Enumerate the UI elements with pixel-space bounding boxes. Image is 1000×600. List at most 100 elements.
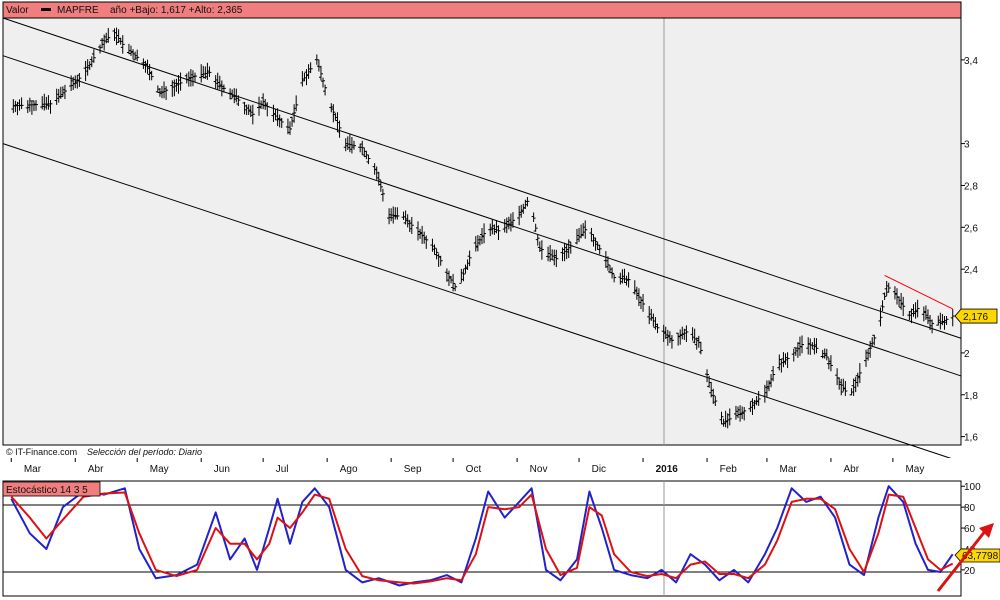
price-bar	[711, 388, 716, 404]
price-bar	[467, 250, 472, 267]
price-bar	[250, 104, 255, 125]
price-header-bar	[2, 1, 962, 19]
price-bar	[287, 121, 292, 135]
price-bar	[593, 237, 598, 251]
price-bar	[308, 62, 313, 74]
price-bar	[351, 140, 356, 150]
price-bar	[482, 223, 487, 244]
price-bar	[880, 300, 885, 312]
price-bar	[930, 319, 935, 334]
oscillator-y-tick-label: 60	[964, 524, 976, 535]
month-axis: Mar Abr May Jun Jul Ago Sep Oct Nov Dic 2016 Feb Mar…	[3, 458, 961, 476]
price-bar	[539, 240, 544, 260]
price-bar	[535, 234, 540, 246]
price-bar	[684, 325, 689, 343]
price-y-tick-label: 3	[964, 140, 970, 151]
price-bar	[756, 391, 761, 406]
price-bar	[533, 223, 538, 232]
month-label: Jul	[276, 464, 289, 475]
price-bar	[655, 323, 660, 334]
price-bar	[583, 220, 588, 239]
month-label: Nov	[530, 464, 548, 475]
price-bar	[294, 95, 299, 112]
price-bar	[331, 104, 336, 123]
price-y-tick-label: 2,6	[964, 223, 978, 234]
price-bar	[178, 72, 183, 91]
price-header: Valor MAPFRE año +Bajo: 1,617 +Alto: 2,3…	[2, 1, 962, 19]
price-bar	[135, 49, 140, 62]
channel-line	[2, 17, 962, 339]
price-y-tick-label: 2	[964, 349, 970, 360]
channel-line	[2, 55, 962, 377]
month-label: 2016	[656, 464, 679, 475]
price-bar	[395, 207, 400, 220]
price-bar	[605, 256, 610, 271]
month-label: Sep	[404, 464, 422, 475]
price-bar	[597, 244, 602, 255]
price-bar	[669, 335, 674, 349]
price-bar	[872, 334, 877, 346]
price-bar	[510, 212, 515, 228]
oscillator-last-value: 63,7798	[962, 551, 999, 562]
price-bar	[882, 292, 887, 300]
price-bar	[886, 282, 891, 293]
price-bar	[828, 355, 833, 372]
price-bar	[323, 84, 328, 96]
oscillator-y-tick-label: 100	[964, 482, 981, 493]
month-axis-band	[3, 458, 961, 476]
price-bar	[337, 120, 342, 138]
price-bar	[461, 269, 466, 282]
oscillator-title: Estocástico 14 3 5	[6, 485, 88, 496]
month-label: Jun	[214, 464, 230, 475]
price-y-tick-label: 3,4	[964, 56, 978, 67]
price-bar	[531, 212, 536, 223]
month-label: Oct	[466, 464, 482, 475]
channel-lines	[2, 17, 962, 463]
price-bar	[451, 273, 456, 292]
price-bar	[727, 408, 732, 426]
price-bar	[48, 100, 53, 114]
oscillator-title-box	[2, 481, 101, 497]
price-bar	[814, 338, 819, 354]
price-bar	[19, 97, 24, 110]
price-bar	[91, 49, 96, 63]
price-bar	[950, 309, 955, 327]
price-bar	[366, 154, 371, 165]
oscillator-panel: Estocástico 14 3 5 10080604020 63,7798	[2, 480, 1000, 597]
month-ticks: Mar Abr May Jun Jul Ago Sep Oct Nov Dic 2016 Feb Mar…	[10, 458, 924, 475]
last-price-value: 2,176	[963, 312, 988, 323]
series-swatch	[41, 8, 51, 11]
price-bar	[149, 70, 154, 81]
price-bar	[785, 352, 790, 369]
price-bar	[207, 66, 212, 77]
annotation-arrow-shaft	[936, 529, 988, 592]
price-bar	[742, 407, 747, 421]
price-bar	[438, 255, 443, 266]
price-bar	[380, 188, 385, 202]
header-stats: año +Bajo: 1,617 +Alto: 2,365	[110, 5, 243, 16]
price-bar	[857, 363, 862, 384]
price-bar	[824, 348, 829, 361]
price-bars	[11, 27, 955, 429]
stochastic-lines	[10, 485, 954, 587]
price-bar	[705, 369, 710, 383]
month-label: Feb	[720, 464, 738, 475]
header-series-name: MAPFRE	[57, 5, 99, 16]
price-bar	[878, 307, 883, 327]
header-valor-label: Valor	[6, 5, 29, 16]
month-label: Mar	[780, 464, 798, 475]
price-bar	[698, 341, 703, 355]
price-bar	[424, 235, 429, 249]
last-price-tag: 2,176	[954, 308, 998, 324]
price-bar	[915, 299, 920, 318]
price-bar	[62, 84, 67, 100]
price-bar	[554, 249, 559, 268]
price-y-tick-label: 1,6	[964, 433, 978, 444]
price-bar	[106, 27, 111, 43]
price-bar	[120, 35, 125, 54]
annotation-arrow-head	[979, 523, 994, 538]
price-bar	[626, 272, 631, 288]
price-bar	[77, 73, 82, 87]
price-bar	[713, 396, 718, 406]
